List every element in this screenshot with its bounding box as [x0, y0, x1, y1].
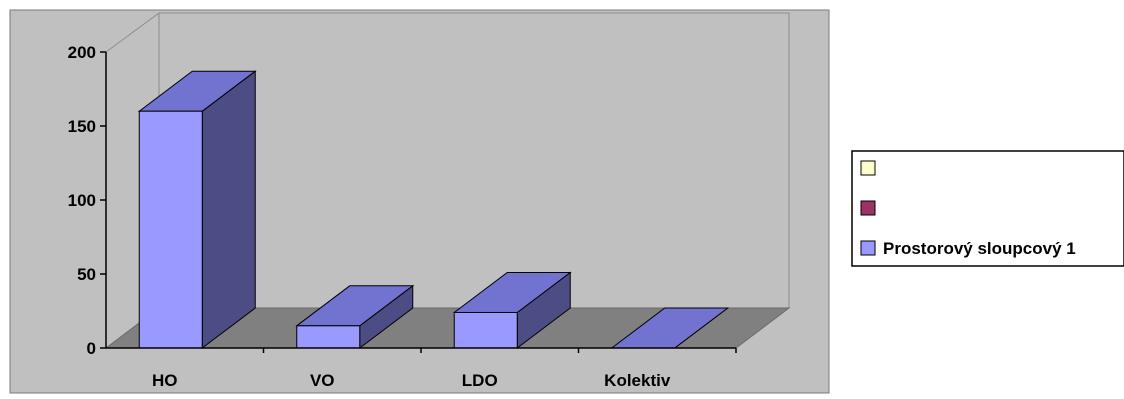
y-tick-label: 150 — [68, 117, 96, 136]
legend-label: Prostorový sloupcový 1 — [883, 239, 1076, 258]
legend-swatch — [861, 161, 875, 175]
y-tick-label: 200 — [68, 43, 96, 62]
x-tick-label: VO — [310, 371, 335, 390]
y-tick-label: 0 — [87, 339, 96, 358]
bar — [454, 312, 517, 348]
y-tick-label: 50 — [77, 265, 96, 284]
legend-swatch — [861, 241, 875, 255]
bar — [139, 111, 202, 348]
x-tick-label: Kolektiv — [604, 371, 671, 390]
legend-swatch — [861, 201, 875, 215]
x-tick-label: HO — [152, 371, 178, 390]
bar — [297, 326, 360, 348]
y-tick-label: 100 — [68, 191, 96, 210]
bar-side — [202, 71, 255, 348]
x-tick-label: LDO — [462, 371, 498, 390]
